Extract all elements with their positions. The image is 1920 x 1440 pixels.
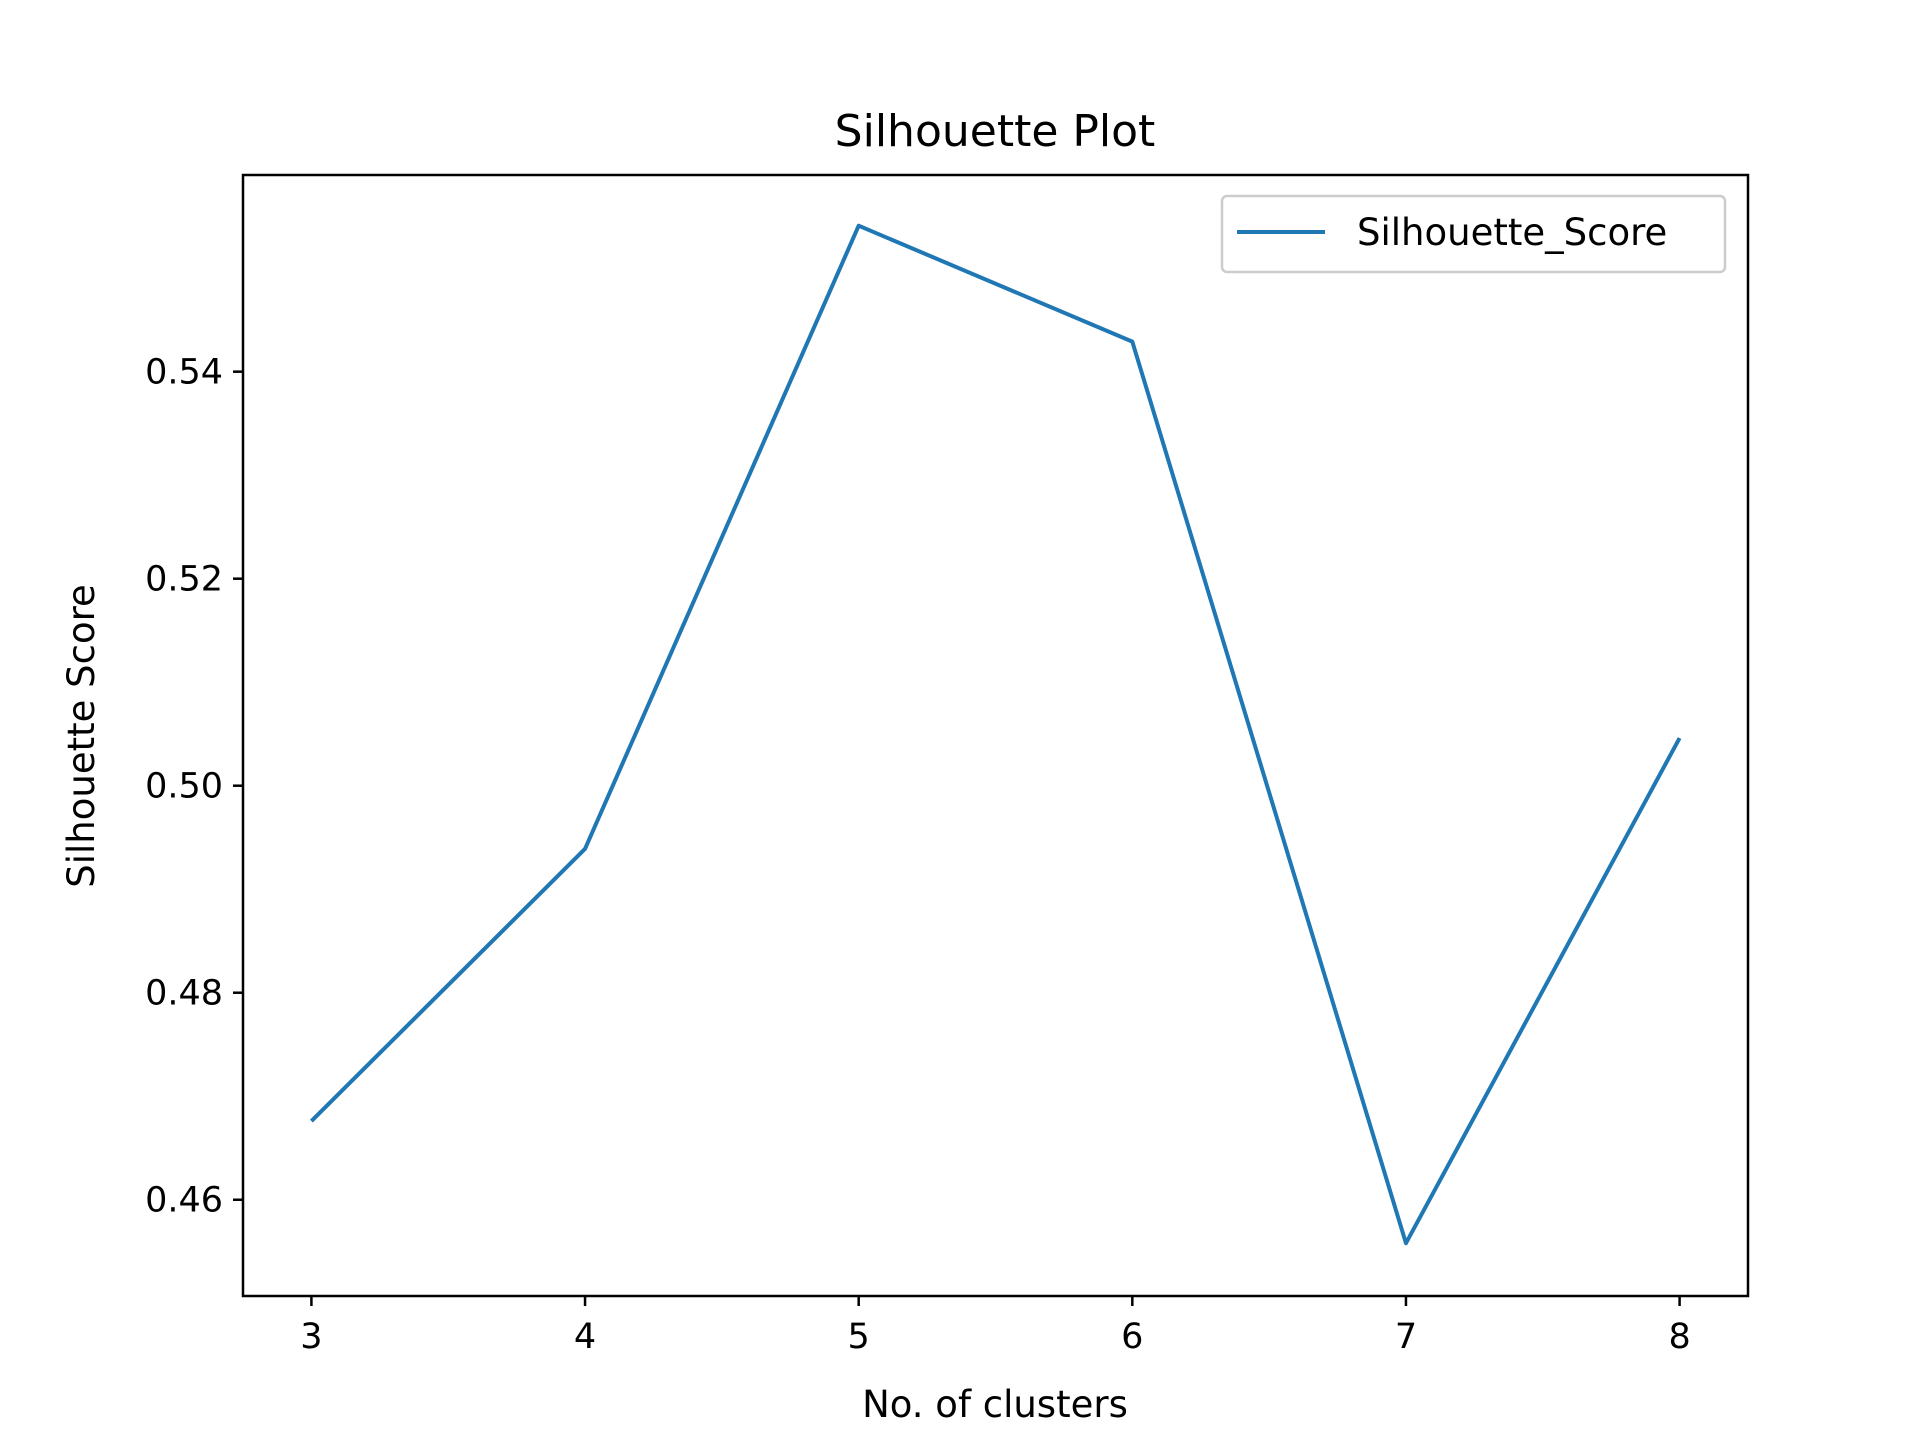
legend: Silhouette_Score bbox=[1220, 194, 1727, 274]
series-layer bbox=[309, 223, 1682, 1246]
chart-title: Silhouette Plot bbox=[835, 106, 1156, 157]
legend-label: Silhouette_Score bbox=[1357, 211, 1667, 254]
y-tick-label: 0.48 bbox=[145, 974, 223, 1014]
x-tick-label: 3 bbox=[300, 1317, 322, 1357]
x-tick-label: 6 bbox=[1121, 1317, 1143, 1357]
x-axis-ticks: 3 4 5 6 7 8 bbox=[300, 1296, 1691, 1357]
y-tick-label: 0.54 bbox=[145, 353, 223, 393]
plot-frame bbox=[241, 173, 1750, 1298]
y-tick-label: 0.52 bbox=[145, 560, 223, 600]
y-axis-ticks: 0.46 0.48 0.50 0.52 0.54 bbox=[145, 353, 243, 1221]
y-tick-label: 0.46 bbox=[145, 1181, 223, 1221]
y-axis-title: Silhouette Score bbox=[60, 584, 103, 888]
x-tick-label: 7 bbox=[1395, 1317, 1417, 1357]
y-tick-label: 0.50 bbox=[145, 767, 223, 807]
series-line bbox=[309, 223, 1682, 1246]
x-tick-label: 5 bbox=[848, 1317, 870, 1357]
x-tick-label: 4 bbox=[574, 1317, 596, 1357]
x-axis-title: No. of clusters bbox=[862, 1383, 1128, 1426]
x-tick-label: 8 bbox=[1668, 1317, 1690, 1357]
legend-box bbox=[1220, 194, 1727, 274]
